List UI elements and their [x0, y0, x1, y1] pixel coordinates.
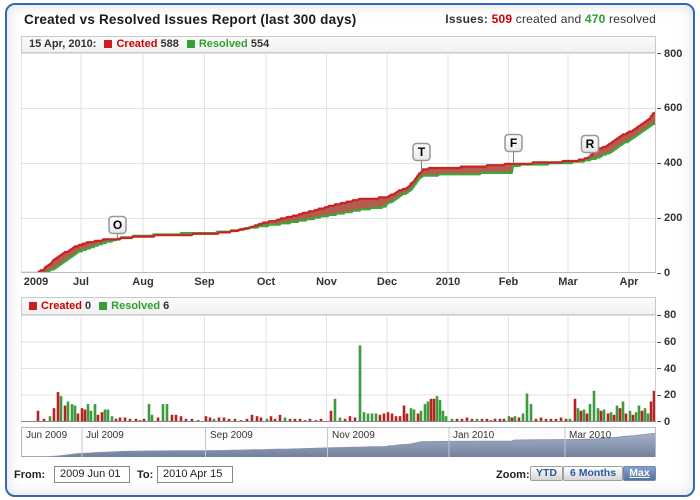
svg-text:F: F [510, 136, 517, 150]
svg-text:R: R [586, 137, 595, 151]
svg-text:O: O [113, 218, 122, 232]
svg-text:T: T [418, 145, 426, 159]
